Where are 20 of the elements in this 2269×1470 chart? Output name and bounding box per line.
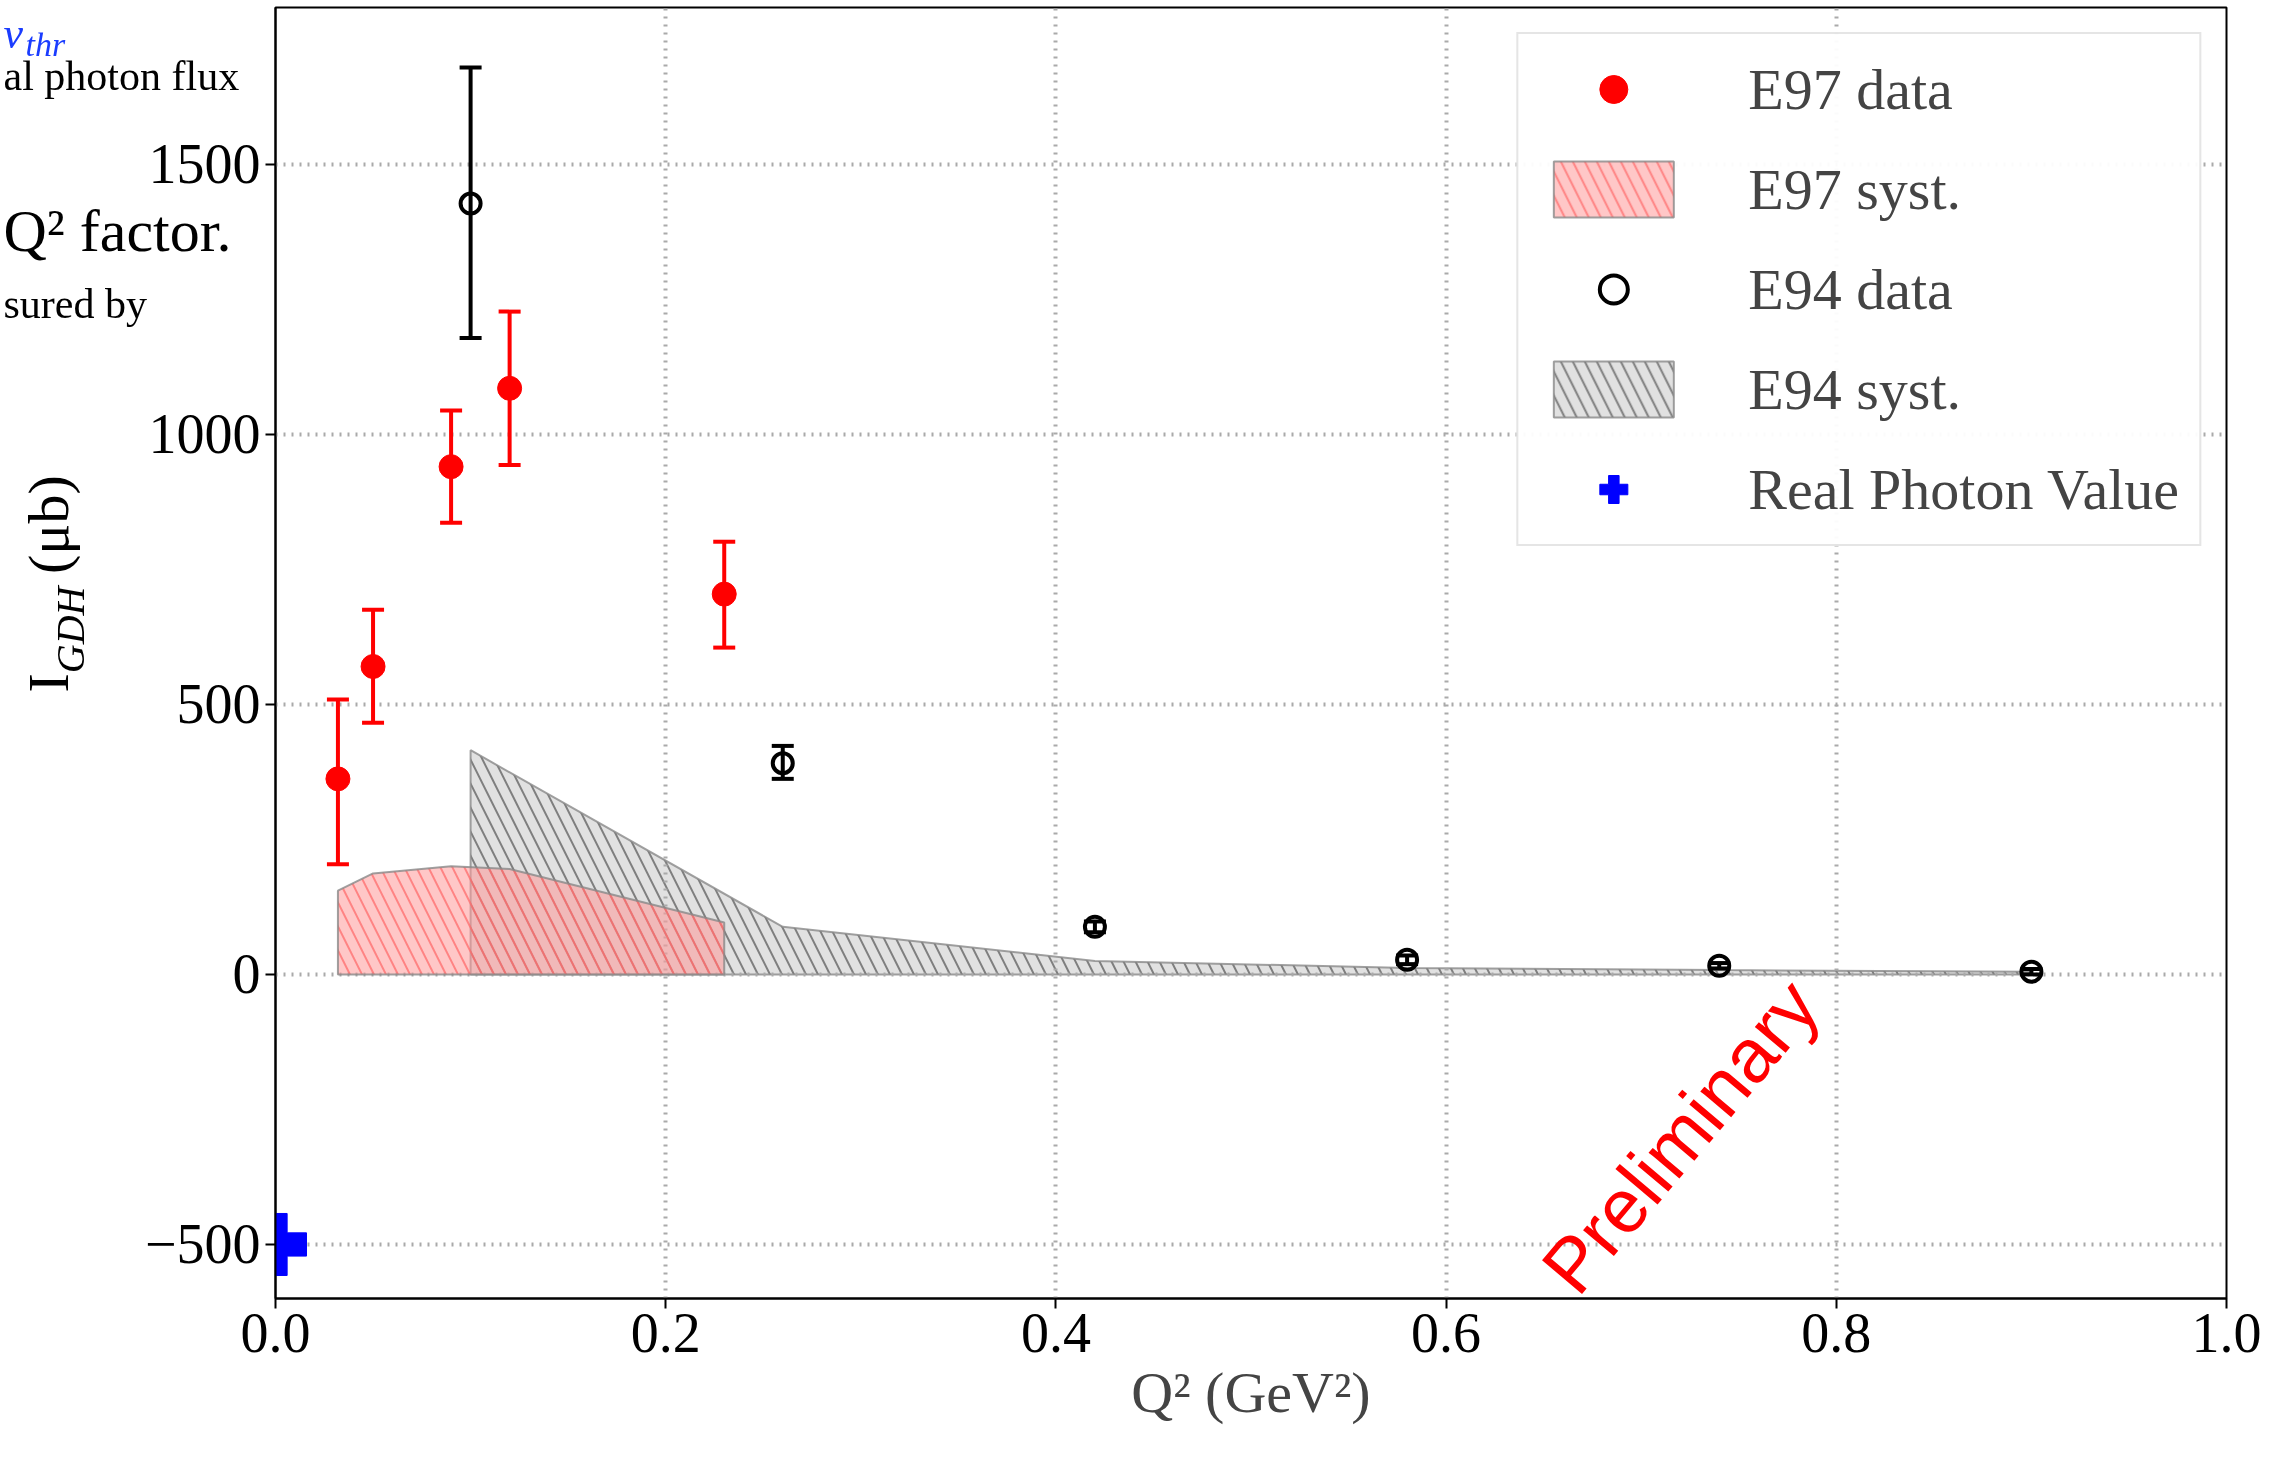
x-tick-label: 0.6: [1411, 1301, 1482, 1364]
y-axis-title: IGDH (μb): [15, 475, 93, 693]
x-tick-label: 1.0: [2191, 1301, 2262, 1364]
legend-label: E94 data: [1748, 255, 1953, 323]
legend-label: E97 syst.: [1748, 155, 1962, 223]
text: sured by: [3, 281, 147, 328]
y-tick-label: 0: [232, 943, 261, 1006]
x-tick-label: 0.2: [630, 1301, 701, 1364]
y-tick-label: 1500: [148, 133, 261, 196]
y-tick-label: 1000: [148, 403, 261, 466]
text: Q² factor.: [3, 198, 232, 265]
legend-label: E94 syst.: [1748, 355, 1962, 423]
x-tick-label: 0.4: [1020, 1301, 1091, 1364]
y-tick-label: −500: [144, 1213, 261, 1276]
y-tick-label: 500: [176, 673, 261, 736]
legend-label: Real Photon Value: [1748, 455, 2179, 523]
x-tick-label: 0.0: [240, 1301, 311, 1364]
x-tick-label: 0.8: [1801, 1301, 1872, 1364]
legend-label: E97 data: [1748, 55, 1953, 123]
x-axis-title: Q² (GeV²): [1131, 1359, 1371, 1425]
